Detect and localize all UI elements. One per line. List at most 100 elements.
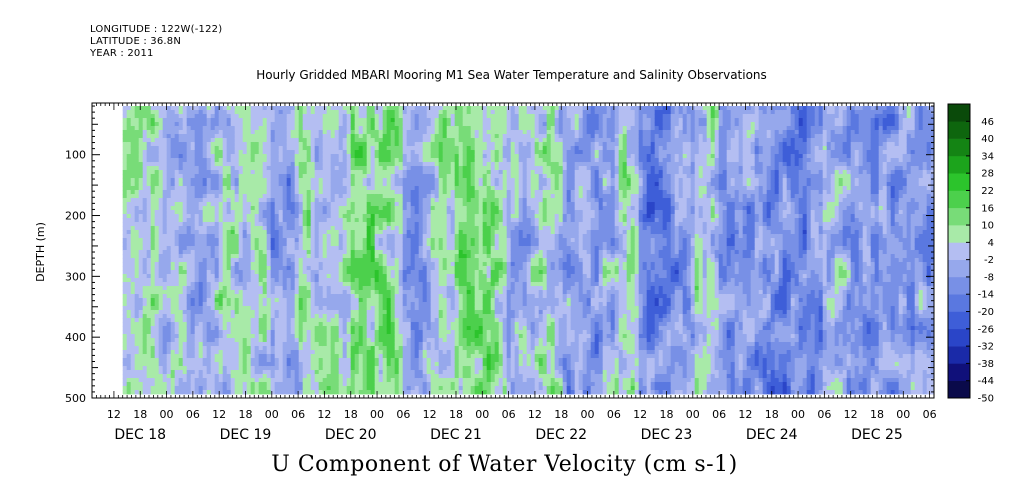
heatmap-cell <box>126 118 132 123</box>
heatmap-cell <box>154 222 160 227</box>
heatmap-cell <box>242 258 248 263</box>
heatmap-cell <box>290 378 296 383</box>
heatmap-cell <box>154 206 160 211</box>
heatmap-cell <box>190 142 196 147</box>
heatmap-cell <box>258 194 264 199</box>
heatmap-cell <box>330 326 336 331</box>
heatmap-cell <box>126 106 132 111</box>
heatmap-cell <box>138 330 144 335</box>
heatmap-cell <box>254 210 260 215</box>
heatmap-cell <box>154 138 160 143</box>
heatmap-cell <box>150 126 156 131</box>
heatmap-cell <box>378 334 384 339</box>
heatmap-cell <box>122 382 128 387</box>
heatmap-cell <box>230 138 236 143</box>
heatmap-cell <box>182 390 188 395</box>
heatmap-cell <box>322 258 328 263</box>
heatmap-cell <box>318 342 324 347</box>
heatmap-cell <box>190 326 196 331</box>
heatmap-cell <box>186 302 192 307</box>
heatmap-cell <box>314 142 320 147</box>
heatmap-cell <box>270 122 276 127</box>
heatmap-cell <box>274 246 280 251</box>
heatmap-cell <box>170 234 176 239</box>
heatmap-cell <box>294 162 300 167</box>
heatmap-cell <box>334 182 340 187</box>
heatmap-cell <box>302 306 308 311</box>
heatmap-cell <box>146 142 152 147</box>
heatmap-cell <box>354 206 360 211</box>
heatmap-cell <box>206 198 212 203</box>
heatmap-cell <box>298 150 304 155</box>
heatmap-cell <box>158 182 164 187</box>
heatmap-cell <box>194 338 200 343</box>
heatmap-cell <box>362 166 368 171</box>
heatmap-cell <box>258 206 264 211</box>
heatmap-cell <box>326 254 332 259</box>
heatmap-cell <box>290 362 296 367</box>
heatmap-cell <box>298 250 304 255</box>
heatmap-cell <box>154 266 160 271</box>
heatmap-cell <box>390 374 396 379</box>
heatmap-cell <box>338 266 344 271</box>
heatmap-cell <box>190 126 196 131</box>
heatmap-cell <box>306 330 312 335</box>
heatmap-cell <box>334 158 340 163</box>
heatmap-cell <box>146 278 152 283</box>
heatmap-cell <box>126 274 132 279</box>
heatmap-cell <box>318 334 324 339</box>
heatmap-cell <box>322 170 328 175</box>
heatmap-cell <box>394 290 400 295</box>
heatmap-cell <box>142 334 148 339</box>
heatmap-cell <box>194 130 200 135</box>
heatmap-cell <box>146 366 152 371</box>
heatmap-cell <box>270 334 276 339</box>
heatmap-cell <box>354 258 360 263</box>
heatmap-cell <box>238 246 244 251</box>
heatmap-cell <box>310 170 316 175</box>
heatmap-cell <box>202 222 208 227</box>
heatmap-cell <box>382 166 388 171</box>
heatmap-cell <box>354 130 360 135</box>
heatmap-cell <box>382 306 388 311</box>
heatmap-cell <box>126 110 132 115</box>
heatmap-cell <box>150 190 156 195</box>
heatmap-cell <box>274 390 280 395</box>
heatmap-cell <box>302 314 308 319</box>
heatmap-cell <box>142 318 148 323</box>
heatmap-cell <box>346 266 352 271</box>
heatmap-cell <box>238 374 244 379</box>
heatmap-cell <box>314 314 320 319</box>
heatmap-cell <box>130 278 136 283</box>
heatmap-cell <box>346 318 352 323</box>
heatmap-cell <box>274 194 280 199</box>
heatmap-cell <box>122 270 128 275</box>
heatmap-cell <box>194 350 200 355</box>
heatmap-cell <box>174 210 180 215</box>
heatmap-cell <box>194 390 200 395</box>
heatmap-cell <box>222 242 228 247</box>
heatmap-cell <box>270 118 276 123</box>
heatmap-cell <box>194 354 200 359</box>
heatmap-cell <box>158 278 164 283</box>
heatmap-cell <box>290 266 296 271</box>
heatmap-cell <box>126 266 132 271</box>
heatmap-cell <box>142 382 148 387</box>
heatmap-cell <box>306 174 312 179</box>
heatmap-cell <box>150 266 156 271</box>
heatmap-cell <box>330 294 336 299</box>
heatmap-cell <box>338 246 344 251</box>
heatmap-cell <box>314 374 320 379</box>
heatmap-cell <box>302 122 308 127</box>
heatmap-cell <box>398 106 404 111</box>
heatmap-cell <box>170 130 176 135</box>
heatmap-cell <box>326 170 332 175</box>
heatmap-cell <box>198 198 204 203</box>
heatmap-cell <box>238 226 244 231</box>
heatmap-cell <box>222 250 228 255</box>
heatmap-cell <box>306 374 312 379</box>
heatmap-cell <box>142 162 148 167</box>
heatmap-cell <box>394 346 400 351</box>
heatmap-cell <box>210 338 216 343</box>
heatmap-cell <box>178 226 184 231</box>
